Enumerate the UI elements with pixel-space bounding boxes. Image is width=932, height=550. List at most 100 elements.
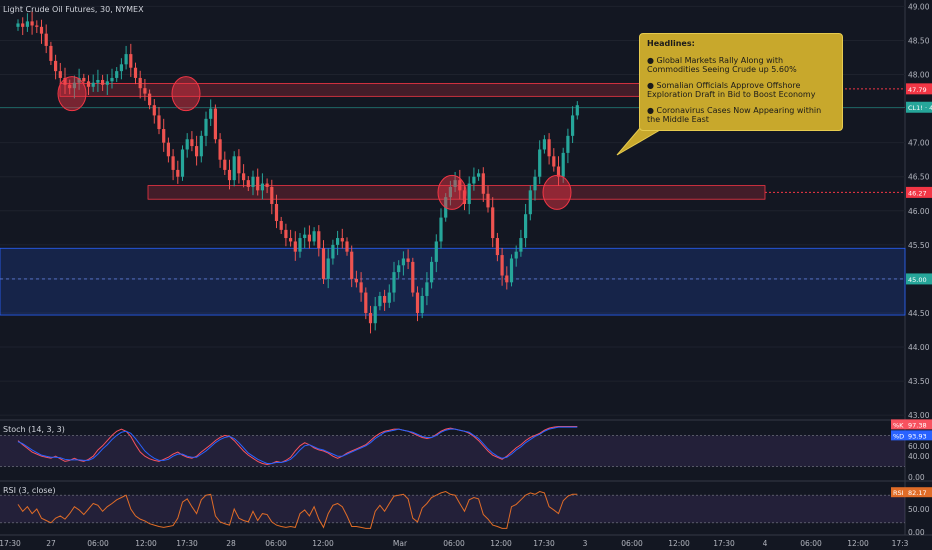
y-tick-label: 45.50 (908, 241, 930, 250)
stoch-tick-label: 60.00 (908, 442, 930, 451)
candle-body (303, 234, 307, 239)
candle-body (547, 139, 551, 157)
candle-body (307, 234, 311, 242)
candle-body (265, 183, 269, 187)
x-tick-label: 17:30 (713, 539, 735, 548)
y-tick-label: 49.00 (908, 2, 930, 11)
highlight-circle (171, 76, 201, 112)
y-tick-label: 43.00 (908, 411, 930, 420)
candle-body (143, 88, 147, 94)
rsi-value-badge (891, 487, 932, 498)
candle-body (162, 129, 166, 143)
price-marker-label: CL1! · 47.52 (908, 104, 932, 112)
candle-body (199, 135, 203, 157)
candle-body (462, 190, 467, 204)
candle-body (439, 217, 443, 242)
candle-body (72, 82, 76, 89)
candle-body (218, 139, 222, 160)
candle-body (284, 229, 288, 239)
candle-body (58, 71, 62, 78)
candle-body (491, 207, 495, 239)
rsi-series (17, 490, 578, 529)
stoch-series-pct-d (17, 426, 578, 464)
y-tick-label: 44.50 (908, 309, 930, 318)
x-tick-label: 17:30 (533, 539, 555, 548)
candle-body (35, 25, 39, 27)
x-tick-label: 4 (763, 539, 768, 548)
x-tick-label: 06:00 (443, 539, 465, 548)
candle-body (509, 258, 514, 283)
headlines-callout[interactable]: Headlines: ● Global Markets Rally Along … (639, 33, 843, 131)
candle-body (528, 190, 532, 215)
candle-body (289, 238, 293, 242)
stoch-value-badge (891, 419, 932, 430)
x-tick-label: 17:30 (0, 539, 21, 548)
candle-body (195, 146, 199, 157)
rsi-band (0, 495, 905, 523)
candle-body (481, 173, 485, 194)
candle-body (260, 183, 264, 191)
y-tick-label: 48.50 (908, 36, 930, 45)
candle-body (359, 282, 363, 293)
price-marker (906, 186, 932, 198)
candle-body (157, 115, 161, 130)
candle-body (321, 248, 326, 279)
y-tick-label: 46.00 (908, 207, 930, 216)
highlight-circle (542, 174, 572, 210)
candle-body (119, 64, 123, 72)
candle-body (270, 186, 274, 204)
candle-body (251, 176, 255, 187)
candle-body (571, 115, 575, 136)
x-tick-label: 27 (46, 539, 56, 548)
candle-body (105, 81, 109, 85)
candle-body (383, 295, 387, 303)
x-tick-label: Mar (393, 539, 408, 548)
stoch-series-pct-k (17, 426, 578, 466)
candle-body (533, 176, 537, 191)
candle-body (82, 77, 86, 82)
candle-body (256, 176, 260, 191)
candle-body (542, 139, 546, 150)
x-tick-label: 12:00 (668, 539, 690, 548)
stoch-band (0, 435, 905, 467)
y-tick-label: 43.50 (908, 377, 930, 386)
candle-body (340, 238, 344, 242)
x-tick-label: 06:00 (265, 539, 287, 548)
candle-body (101, 79, 105, 85)
candle-body (246, 180, 250, 187)
y-tick-label: 46.50 (908, 173, 930, 182)
candle-body (115, 71, 119, 78)
candle-body (505, 275, 509, 283)
candle-body (575, 105, 579, 116)
stoch-value-label: 93.93 (908, 432, 927, 440)
candle-body (458, 180, 462, 191)
candle-body (185, 139, 189, 150)
candle-body (16, 23, 20, 27)
price-marker-label: 45.00 (908, 276, 927, 284)
y-tick-label: 44.00 (908, 343, 930, 352)
candle-body (500, 255, 504, 276)
main-chart-title: Light Crude Oil Futures, 30, NYMEX (3, 5, 144, 14)
headline-item: ● Global Markets Rally Along with Commod… (647, 55, 797, 75)
candle-body (242, 173, 246, 181)
candle-body (392, 272, 396, 293)
candle-body (209, 108, 213, 119)
candle-body (472, 176, 476, 184)
candle-body (538, 149, 542, 177)
candle-body (430, 261, 434, 283)
x-tick-label: 17:3 (892, 539, 909, 548)
candle-body (25, 21, 29, 27)
candle-body (166, 142, 170, 157)
candle-body (364, 292, 368, 313)
price-marker-label: 46.27 (908, 189, 927, 197)
candle-body (345, 241, 349, 252)
demand-zone (0, 247, 906, 316)
price-marker (906, 83, 932, 95)
candle-body (129, 54, 133, 68)
candle-body (124, 54, 128, 65)
candle-body (561, 152, 565, 177)
stoch-title: Stoch (14, 3, 3) (3, 425, 65, 434)
candle-body (420, 295, 424, 313)
candle-body (223, 159, 227, 170)
price-marker (906, 273, 932, 285)
